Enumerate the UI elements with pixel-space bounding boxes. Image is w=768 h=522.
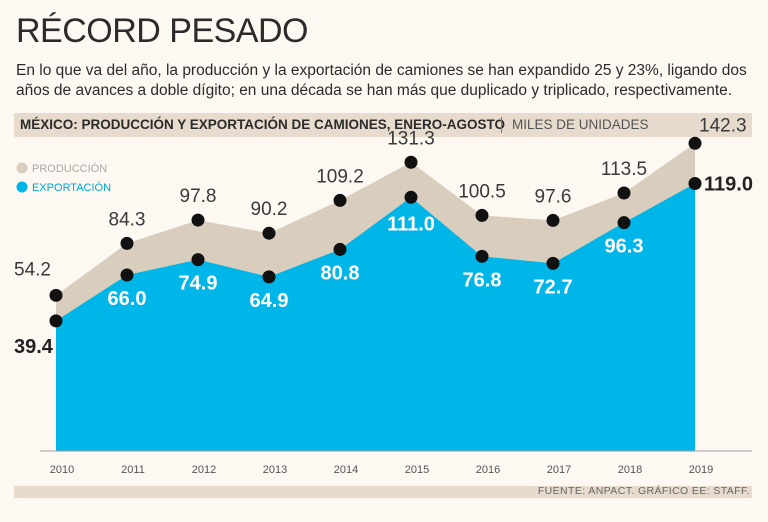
production-value-label: 100.5 (458, 181, 506, 202)
chart-subtitle: En lo que va del año, la producción y la… (16, 62, 747, 99)
export-value-label: 72.7 (534, 276, 573, 298)
legend-export-label: EXPORTACIÓN (32, 181, 111, 194)
x-tick-label: 2013 (263, 464, 287, 476)
chart-band: MÉXICO: PRODUCCIÓN Y EXPORTACIÓN DE CAMI… (14, 113, 752, 137)
export-value-label: 74.9 (179, 273, 218, 295)
export-point (262, 270, 276, 284)
export-point (333, 242, 347, 256)
production-value-label: 113.5 (601, 159, 647, 180)
chart-legend: PRODUCCIÓN EXPORTACIÓN (16, 162, 111, 194)
export-value-label: 39.4 (14, 336, 54, 358)
x-axis: 2010 2011 2012 2013 2014 2015 2016 2017 2018 2019 (40, 450, 752, 476)
production-value-label: 90.2 (251, 199, 288, 220)
export-point (546, 256, 560, 270)
x-tick-label: 2010 (50, 464, 74, 476)
production-point (617, 186, 631, 200)
export-value-label: 80.8 (321, 262, 360, 284)
band-separator (501, 117, 502, 133)
production-point (404, 155, 418, 169)
legend-export-swatch (16, 181, 28, 193)
production-point (120, 236, 134, 250)
production-point (333, 193, 347, 207)
production-value-label: 142.3 (699, 115, 747, 136)
x-tick-label: 2011 (121, 464, 145, 476)
x-tick-label: 2015 (405, 464, 429, 476)
export-point (404, 190, 418, 204)
production-value-label: 97.6 (535, 186, 572, 207)
export-value-label: 119.0 (704, 174, 753, 196)
production-point (191, 213, 205, 227)
x-tick-label: 2012 (192, 464, 216, 476)
export-value-label: 76.8 (463, 269, 502, 291)
x-tick-label: 2017 (547, 464, 571, 476)
legend-production-swatch (16, 162, 28, 174)
production-value-label: 54.2 (14, 259, 51, 280)
production-point (546, 213, 560, 227)
production-value-label: 97.8 (180, 186, 217, 207)
x-tick-label: 2019 (689, 464, 713, 476)
chart-series-areas (56, 143, 695, 452)
export-point (617, 216, 631, 230)
x-tick-label: 2014 (334, 464, 358, 476)
x-tick-label: 2018 (618, 464, 642, 476)
x-tick-label: 2016 (476, 464, 500, 476)
production-point (262, 226, 276, 240)
export-value-label: 66.0 (108, 288, 147, 310)
production-value-label: 131.3 (387, 128, 435, 149)
production-value-label: 84.3 (109, 209, 146, 230)
production-point (688, 136, 702, 150)
chart-data-labels: 54.2 84.3 97.8 90.2 109.2 131.3 100.5 97.6 113.5… (14, 115, 753, 358)
export-value-label: 111.0 (387, 213, 435, 235)
chart-title: RÉCORD PESADO (16, 12, 309, 50)
export-point (475, 249, 489, 263)
band-title: MÉXICO: PRODUCCIÓN Y EXPORTACIÓN DE CAMI… (20, 117, 506, 132)
production-value-label: 109.2 (316, 166, 364, 187)
export-value-label: 96.3 (605, 236, 644, 258)
production-point (49, 288, 63, 302)
production-point (475, 208, 489, 222)
source-note: FUENTE: ANPACT. GRÁFICO EE: STAFF. (537, 485, 750, 497)
export-point (49, 314, 63, 328)
band-unit: MILES DE UNIDADES (512, 117, 649, 132)
export-value-label: 64.9 (250, 290, 289, 312)
source-bar: FUENTE: ANPACT. GRÁFICO EE: STAFF. (14, 485, 752, 498)
export-area (56, 183, 695, 451)
legend-production-label: PRODUCCIÓN (32, 162, 107, 175)
export-point (120, 268, 134, 282)
chart-dots (49, 136, 702, 328)
export-point (191, 253, 205, 267)
export-point (688, 177, 702, 190)
